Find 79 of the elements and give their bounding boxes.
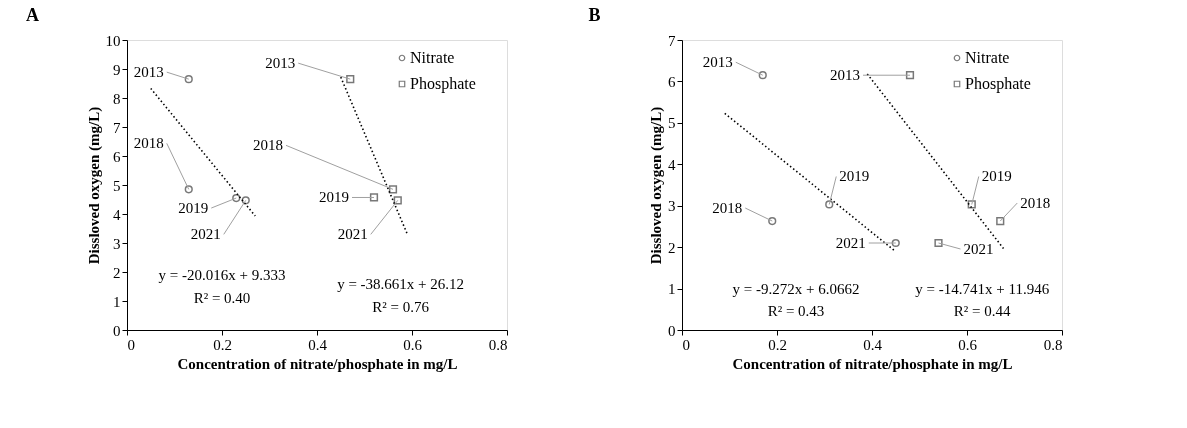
legend-label: Nitrate: [410, 49, 455, 66]
point: [184, 185, 193, 194]
point: [758, 71, 767, 80]
annotation: y = -38.661x + 26.12: [337, 275, 465, 292]
annotation: R² = 0.43: [767, 303, 825, 320]
x-axis-title: Concentration of nitrate/phosphate in mg/L: [177, 355, 458, 372]
point: [184, 75, 193, 84]
annotation: 2018: [253, 137, 283, 154]
legend-label: Nitrate: [965, 49, 1010, 66]
y-tick-label: 3: [668, 198, 676, 215]
point: [768, 216, 777, 226]
y-tick-label: 3: [113, 235, 121, 252]
y-tick-label: 1: [113, 293, 121, 310]
x-tick-label: 0.2: [213, 336, 232, 353]
chart-title: B: [588, 5, 601, 25]
point: [905, 71, 915, 80]
y-tick-label: 8: [113, 90, 121, 107]
y-tick-label: 4: [113, 206, 121, 223]
point: [967, 200, 976, 209]
point: [825, 200, 834, 209]
y-tick-label: 7: [668, 32, 676, 49]
y-tick-label: 6: [113, 148, 121, 165]
y-tick-label: 4: [668, 156, 676, 173]
x-tick-label: 0: [127, 336, 135, 353]
point: [369, 193, 379, 202]
y-tick-label: 5: [668, 115, 676, 132]
annotation: 2021: [190, 226, 221, 243]
y-tick-label: 5: [113, 177, 121, 194]
annotation: 2013: [830, 67, 860, 84]
annotation: 2013: [133, 64, 164, 81]
x-tick-label: 0.6: [403, 336, 423, 353]
point: [934, 238, 943, 248]
y-axis-title: Dissloved oxygen (mg/L): [648, 106, 665, 265]
x-tick-label: 0.4: [863, 336, 883, 353]
y-tick-label: 0: [668, 322, 676, 339]
annotation: y = -14.741x + 11.946: [915, 281, 1050, 298]
legend-label: Phosphate: [965, 75, 1031, 93]
annotation: 2019: [319, 189, 349, 206]
x-axis-title: Concentration of nitrate/phosphate in mg/L: [732, 355, 1013, 372]
point: [241, 196, 250, 205]
annotation: 2021: [835, 235, 866, 251]
annotation: 2018: [133, 135, 164, 152]
point: [996, 216, 1005, 226]
y-tick-label: 2: [668, 239, 676, 256]
annotation: 2019: [178, 200, 209, 217]
x-tick-label: 0: [682, 336, 690, 353]
annotation: 2013: [702, 54, 733, 71]
y-tick-label: 6: [668, 73, 676, 90]
annotation: y = -20.016x + 9.333: [158, 266, 286, 283]
point: [232, 193, 241, 203]
x-tick-label: 0.4: [308, 336, 328, 353]
annotation: 2019: [981, 168, 1012, 185]
x-tick-label: 0.6: [958, 336, 978, 353]
legend-label: Phosphate: [410, 75, 476, 93]
annotation: 2018: [1020, 195, 1051, 212]
point: [388, 185, 398, 194]
chart-title: A: [26, 5, 39, 25]
annotation: 2013: [265, 55, 296, 72]
annotation: 2018: [712, 200, 743, 217]
point: [891, 238, 900, 248]
annotation: R² = 0.40: [193, 290, 251, 307]
x-tick-label: 0.8: [1043, 336, 1063, 353]
y-tick-label: 9: [113, 61, 121, 78]
y-tick-label: 2: [113, 264, 121, 281]
annotation: R² = 0.76: [372, 298, 430, 315]
annotation: y = -9.272x + 6.0662: [732, 281, 860, 298]
y-tick-label: 1: [668, 281, 676, 298]
point: [393, 196, 402, 205]
x-tick-label: 0.8: [488, 336, 508, 353]
y-tick-label: 0: [113, 322, 121, 339]
y-tick-label: 10: [105, 32, 121, 49]
annotation: 2021: [963, 241, 994, 257]
y-tick-label: 7: [113, 119, 121, 136]
point: [346, 75, 355, 84]
annotation: R² = 0.44: [953, 303, 1012, 320]
y-axis-title: Dissloved oxygen (mg/L): [85, 106, 103, 265]
x-tick-label: 0.2: [768, 336, 787, 353]
annotation: 2019: [839, 168, 870, 185]
annotation: 2021: [337, 226, 368, 243]
